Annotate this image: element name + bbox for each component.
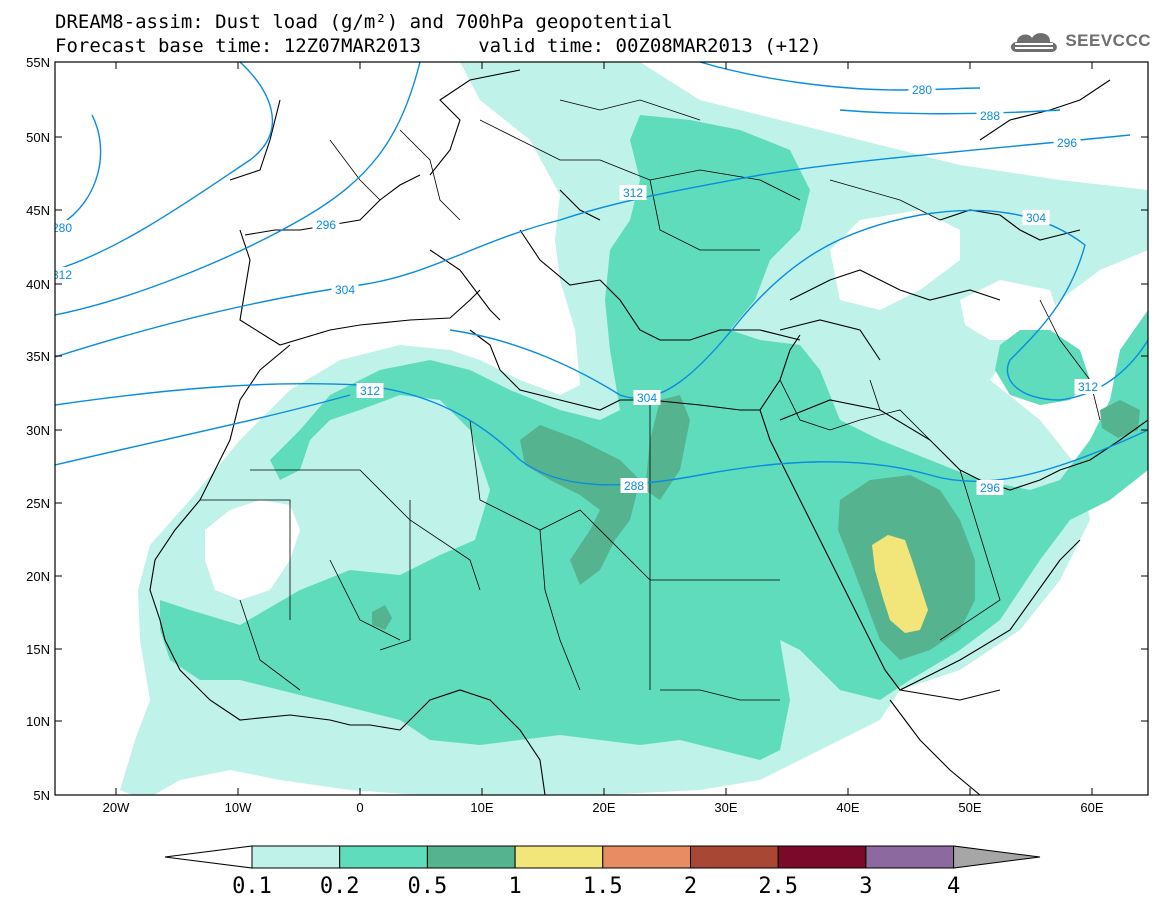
lon-label: 30E — [714, 800, 737, 815]
colorbar: 0.1 0.2 0.5 1 1.5 2 2.5 3 4 — [164, 845, 1041, 899]
colorbar-tick-label: 1 — [508, 874, 521, 899]
colorbar-tick-label: 4 — [947, 874, 960, 899]
colorbar-tick-label: 2 — [684, 874, 697, 899]
lat-label: 30N — [26, 423, 50, 438]
dust-gap-sahara — [205, 500, 300, 600]
contour-label: 304 — [637, 391, 657, 405]
lon-label: 0 — [356, 800, 363, 815]
lat-label: 10N — [26, 714, 50, 729]
contour-label: 280 — [52, 221, 72, 235]
contour-label: 296 — [1057, 136, 1077, 150]
contour-label: 304 — [1026, 211, 1046, 225]
lat-label: 15N — [26, 642, 50, 657]
colorbar-min-arrow — [164, 845, 253, 869]
contour-label-bg — [620, 478, 648, 493]
contour-label: 312 — [360, 384, 380, 398]
contour-label-bg — [619, 185, 647, 200]
contour-label-bg — [55, 220, 76, 235]
colorbar-swatch — [426, 845, 516, 869]
contour-label: 288 — [624, 479, 644, 493]
map-frame — [54, 61, 1149, 796]
contour-label-bg — [356, 383, 384, 398]
lat-label: 35N — [26, 349, 50, 364]
colorbar-swatch — [777, 845, 867, 869]
longitude-axis: 20W 10W 0 10E 20E 30E 40E 50E 60E — [103, 62, 1104, 815]
contour-label-bg — [908, 82, 936, 97]
contour-label-bg — [312, 217, 340, 232]
contour-label: 312 — [52, 268, 72, 282]
lon-label: 60E — [1080, 800, 1103, 815]
contour-label-bg — [1074, 379, 1102, 394]
colorbar-tick-label: 0.2 — [320, 874, 360, 899]
dust-layer-05-iran2 — [1100, 400, 1140, 438]
colorbar-swatch — [602, 845, 691, 869]
contour-label-bg — [55, 267, 76, 282]
dust-layer-05 — [520, 425, 640, 585]
colorbar-max-arrow — [953, 845, 1041, 869]
country-borders — [200, 99, 1101, 701]
dust-gap-caspian — [830, 210, 960, 310]
contour-label-bg — [633, 390, 661, 405]
contour-label: 304 — [335, 283, 355, 297]
colorbar-tick-label: 3 — [859, 874, 872, 899]
lat-label: 20N — [26, 569, 50, 584]
contour-label-bg — [331, 282, 359, 297]
lat-label: 45N — [26, 203, 50, 218]
contour-label-bg — [976, 480, 1004, 495]
lon-label: 40E — [836, 800, 859, 815]
lon-label: 10E — [470, 800, 493, 815]
lat-label: 25N — [26, 496, 50, 511]
contour-label-bg — [1022, 210, 1050, 225]
lat-label: 5N — [33, 788, 50, 803]
colorbar-swatch — [339, 845, 428, 869]
geopotential-contours — [55, 62, 1148, 486]
colorbar-swatch — [865, 845, 955, 869]
lon-label: 10W — [225, 800, 252, 815]
colorbar-tick-label: 0.5 — [408, 874, 448, 899]
dust-layer-05-sahel — [372, 605, 392, 630]
lat-label: 55N — [26, 55, 50, 70]
contour-label: 280 — [912, 83, 932, 97]
chart-title: DREAM8-assim: Dust load (g/m²) and 700hP… — [55, 11, 673, 33]
colorbar-tick-label: 1.5 — [583, 874, 623, 899]
colorbar-swatch — [251, 845, 341, 869]
contour-label-bg — [1053, 135, 1081, 150]
lon-label: 20W — [103, 800, 130, 815]
contour-label-bg — [976, 108, 1004, 123]
lon-label: 50E — [958, 800, 981, 815]
lat-label: 40N — [26, 277, 50, 292]
contour-label: 312 — [623, 186, 643, 200]
lon-label: 20E — [592, 800, 615, 815]
cloud-icon — [1011, 33, 1058, 52]
contour-label: 296 — [980, 481, 1000, 495]
colorbar-tick-label: 0.1 — [232, 874, 272, 899]
colorbar-tick-label: 2.5 — [758, 874, 798, 899]
colorbar-swatch — [514, 845, 604, 869]
contour-label: 288 — [980, 109, 1000, 123]
logo-text: SEEVCCC — [1065, 31, 1151, 50]
dust-layer-05-libya — [645, 395, 690, 500]
lat-label: 50N — [26, 130, 50, 145]
contour-label: 312 — [1078, 380, 1098, 394]
chart-subtitle: Forecast base time: 12Z07MAR2013 valid t… — [55, 35, 822, 57]
map-area: 280 288 296 304 312 296 288 304 312 296 304 312 280 3… — [52, 62, 1148, 795]
latitude-axis: 55N 50N 45N 40N 35N 30N 25N 20N 15N 10N 5N — [26, 55, 1148, 803]
logo: SEEVCCC — [1007, 26, 1151, 56]
contour-labels: 280 288 296 304 312 296 288 304 312 296 304 312 280 3… — [52, 82, 1102, 495]
contour-label: 296 — [316, 218, 336, 232]
dust-layer-1 — [872, 535, 928, 633]
colorbar-swatch — [690, 845, 779, 869]
